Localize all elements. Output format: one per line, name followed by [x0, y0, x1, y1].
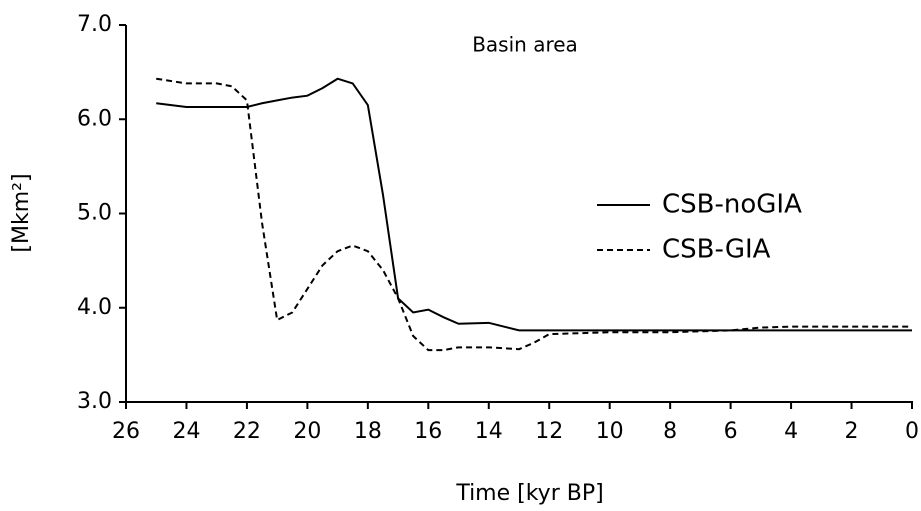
x-tick-label: 12	[535, 419, 563, 444]
legend-label: CSB-noGIA	[662, 190, 802, 220]
x-tick-label: 6	[724, 419, 738, 444]
x-tick-label: 20	[293, 419, 321, 444]
x-tick-label: 18	[354, 419, 382, 444]
x-tick-label: 0	[905, 419, 919, 444]
series-line	[156, 77, 912, 352]
legend-label: CSB-GIA	[662, 235, 771, 265]
x-tick-label: 22	[233, 419, 261, 444]
y-axis-label: [Mkm²]	[9, 173, 34, 252]
y-tick-label: 7.0	[77, 12, 112, 37]
x-tick-label: 2	[845, 419, 859, 444]
y-tick-label: 4.0	[77, 295, 112, 320]
y-tick-label: 5.0	[77, 201, 112, 226]
y-tick-label: 3.0	[77, 389, 112, 414]
x-tick-label: 4	[784, 419, 798, 444]
y-tick-label: 6.0	[77, 106, 112, 131]
x-tick-label: 24	[172, 419, 200, 444]
chart-title: Basin area	[472, 33, 578, 57]
x-tick-label: 26	[112, 419, 140, 444]
x-tick-label: 16	[414, 419, 442, 444]
x-tick-label: 8	[663, 419, 677, 444]
x-axis-label: Time [kyr BP]	[455, 481, 603, 506]
series-line	[156, 77, 912, 332]
x-tick-label: 10	[596, 419, 624, 444]
x-tick-label: 14	[475, 419, 503, 444]
